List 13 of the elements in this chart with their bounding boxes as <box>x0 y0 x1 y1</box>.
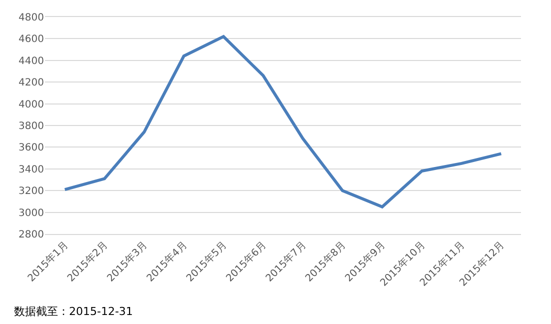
y-tick-label: 3800 <box>18 121 44 132</box>
line-series <box>63 35 503 208</box>
y-tick-label: 3400 <box>18 164 44 176</box>
y-tick-label: 4400 <box>18 56 44 67</box>
y-tick-label: 2800 <box>18 230 44 240</box>
y-tick-label: 4200 <box>18 78 44 89</box>
y-tick-label: 3600 <box>18 142 44 154</box>
y-tick-label: 4000 <box>18 99 44 110</box>
y-tick-label: 4600 <box>18 34 44 46</box>
y-tick-label: 3200 <box>18 186 44 198</box>
y-tick-label: 4800 <box>18 12 44 24</box>
text: 数据截至：2015-12-31 <box>14 305 133 318</box>
y-tick-label: 3000 <box>18 208 44 219</box>
